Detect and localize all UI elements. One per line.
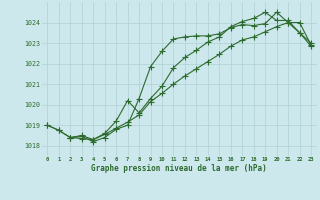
X-axis label: Graphe pression niveau de la mer (hPa): Graphe pression niveau de la mer (hPa) — [91, 164, 267, 173]
